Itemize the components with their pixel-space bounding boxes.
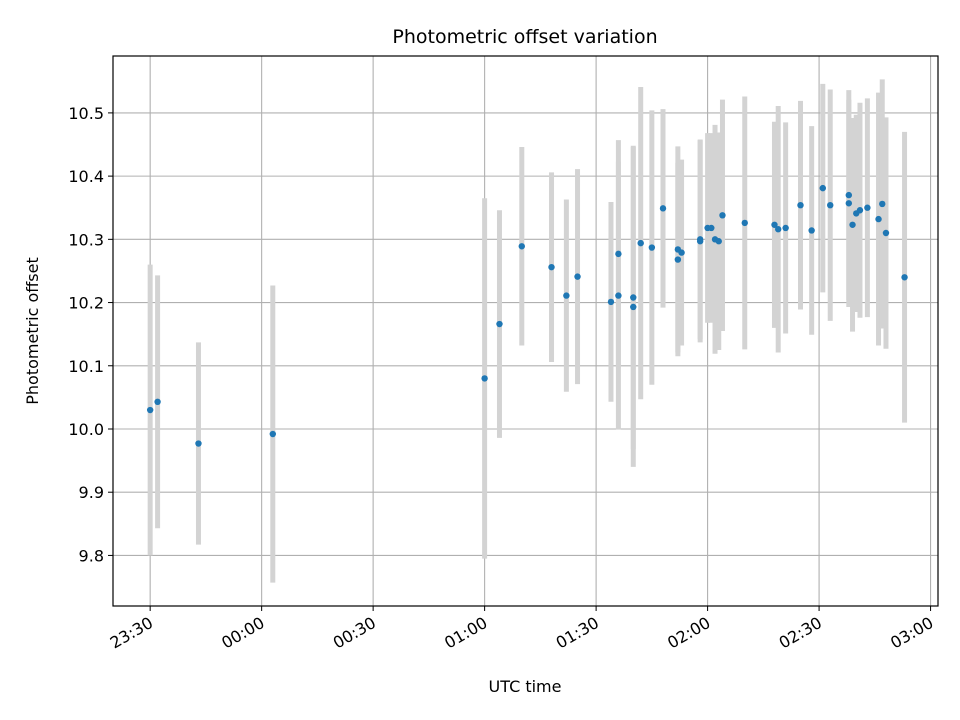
data-point (154, 398, 161, 406)
data-point (146, 406, 154, 414)
y-tick-label: 9.8 (79, 546, 104, 565)
y-tick-label: 10.0 (68, 420, 104, 439)
data-point (715, 238, 722, 245)
data-point (708, 224, 715, 232)
data-point (797, 201, 804, 209)
data-point (269, 430, 276, 438)
y-axis-label: Photometric offset (23, 257, 42, 405)
y-tick-label: 10.4 (68, 167, 104, 186)
data-point (875, 215, 882, 223)
data-point (856, 207, 864, 214)
data-point (648, 244, 656, 251)
y-tick-label: 9.9 (79, 483, 104, 502)
data-point (481, 375, 488, 382)
data-point (659, 205, 667, 212)
data-point (195, 440, 202, 447)
y-tick-label: 10.2 (68, 294, 104, 313)
chart-title: Photometric offset variation (392, 26, 657, 48)
data-point (674, 256, 682, 263)
data-point (719, 212, 726, 219)
data-point (741, 219, 748, 227)
data-point (637, 239, 644, 247)
data-point (574, 273, 581, 280)
plot-frame (112, 55, 939, 607)
data-points (146, 184, 908, 447)
y-tick-label: 10.5 (68, 104, 104, 123)
data-point (775, 226, 782, 233)
x-axis-label: UTC time (489, 677, 562, 696)
data-point (615, 292, 622, 299)
data-point (901, 274, 908, 281)
data-point (496, 320, 503, 328)
data-point (771, 221, 778, 228)
y-tick-label: 10.3 (68, 230, 104, 249)
data-point (696, 238, 704, 245)
data-point (864, 204, 871, 211)
data-point (563, 292, 570, 299)
data-point (630, 303, 637, 311)
data-point (845, 191, 853, 199)
data-point (882, 229, 890, 237)
data-point (808, 227, 815, 234)
data-point (879, 200, 886, 208)
data-point (607, 298, 615, 306)
data-point (678, 249, 685, 256)
data-point (630, 294, 637, 301)
data-point (548, 263, 555, 271)
data-point (827, 201, 834, 209)
data-point (819, 184, 826, 192)
data-point (782, 224, 789, 232)
data-point (845, 200, 853, 207)
data-point (615, 250, 622, 258)
y-tick-label: 10.1 (68, 357, 104, 376)
data-point (518, 243, 525, 250)
data-point (849, 221, 856, 228)
